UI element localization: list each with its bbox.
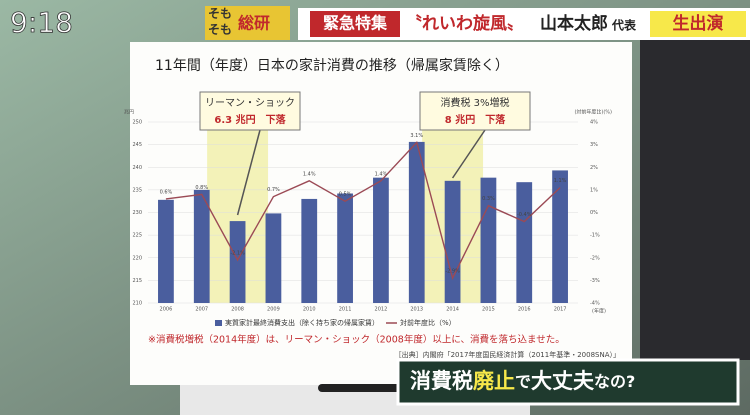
x-tick-label: 2014 bbox=[446, 307, 459, 313]
y2-tick-label: 4% bbox=[590, 120, 598, 126]
y-tick-label: 230 bbox=[132, 210, 142, 216]
y-unit: 兆円 bbox=[124, 109, 134, 116]
x-tick-label: 2017 bbox=[554, 307, 567, 313]
legend-label: 実質家計最終消費支出（除く持ち家の帰属家賃） bbox=[225, 318, 379, 327]
x-tick-label: 2016 bbox=[518, 307, 531, 313]
y-tick-label: 240 bbox=[132, 165, 142, 171]
y2-tick-label: -1% bbox=[590, 233, 600, 239]
x-tick-label: 2006 bbox=[160, 307, 173, 313]
caption-part: 消費税 bbox=[410, 369, 473, 393]
data-label: -2.9% bbox=[445, 269, 460, 275]
caption: 消費税廃止で大丈夫なの? bbox=[410, 369, 635, 393]
caption-part: 廃止 bbox=[473, 369, 515, 393]
data-label: 1.4% bbox=[375, 171, 388, 177]
x-tick-label: 2009 bbox=[267, 307, 280, 313]
x-tick-label: 2008 bbox=[231, 307, 244, 313]
bar bbox=[480, 177, 497, 303]
banner-name: 山本太郎 bbox=[540, 13, 608, 34]
source: ［出典］内閣府「2017年度国民経済計算（2011年基準・2008SNA）」 bbox=[395, 350, 620, 359]
bar bbox=[444, 180, 461, 303]
y2-tick-label: -4% bbox=[590, 301, 600, 307]
bar bbox=[516, 182, 533, 303]
y2-tick-label: 2% bbox=[590, 165, 598, 171]
note: ※消費税増税（2014年度）は、リーマン・ショック（2008年度）以上に、消費を… bbox=[148, 334, 565, 346]
x-unit: (年度) bbox=[592, 308, 606, 315]
annotation-arrow bbox=[451, 129, 486, 179]
data-label: 0.6% bbox=[160, 189, 173, 195]
y-tick-label: 245 bbox=[132, 142, 142, 148]
y-tick-label: 225 bbox=[132, 233, 142, 239]
caption-box bbox=[396, 358, 740, 406]
x-tick-label: 2013 bbox=[410, 307, 423, 313]
bar bbox=[229, 221, 246, 303]
x-tick-label: 2011 bbox=[339, 307, 352, 313]
pen bbox=[318, 384, 403, 392]
logo: そも bbox=[208, 23, 232, 37]
banner-live-box bbox=[650, 11, 746, 37]
clock: 9:18 bbox=[10, 6, 73, 39]
data-label: 3.1% bbox=[410, 133, 423, 139]
data-label: 0.3% bbox=[482, 196, 495, 202]
x-tick-label: 2007 bbox=[195, 307, 208, 313]
y-tick-label: 215 bbox=[132, 278, 142, 284]
bar bbox=[552, 170, 568, 303]
data-label: -2.1% bbox=[230, 251, 245, 257]
y2-tick-label: -3% bbox=[590, 278, 600, 284]
data-label: 1.4% bbox=[303, 171, 316, 177]
legend-swatch bbox=[215, 320, 222, 326]
annotation-arrow bbox=[236, 129, 261, 216]
logo: 総研 bbox=[238, 14, 270, 33]
bar bbox=[408, 141, 425, 303]
x-tick-label: 2012 bbox=[375, 307, 388, 313]
bar bbox=[301, 198, 318, 303]
data-label: 0.7% bbox=[267, 187, 280, 193]
data-label: 0.8% bbox=[195, 185, 208, 191]
data-label: 1.1% bbox=[554, 178, 567, 184]
banner-tag: 緊急特集 bbox=[323, 14, 388, 33]
data-label: 0.5% bbox=[339, 192, 352, 198]
banner-tag-box bbox=[310, 11, 400, 37]
y-tick-label: 220 bbox=[132, 255, 142, 261]
annotation-text: 消費税 3%増税 bbox=[440, 96, 509, 109]
y-tick-label: 210 bbox=[132, 301, 142, 307]
line bbox=[165, 140, 561, 281]
logo: そも bbox=[208, 7, 232, 21]
bar bbox=[158, 199, 174, 303]
person bbox=[640, 40, 750, 360]
annotation-box bbox=[419, 91, 531, 131]
y2-tick-label: -2% bbox=[590, 255, 600, 261]
caption-part: で bbox=[515, 372, 531, 391]
bar bbox=[193, 189, 210, 303]
banner-role: 代表 bbox=[611, 18, 637, 33]
bar bbox=[265, 213, 282, 303]
chart: 11年間（年度）日本の家計消費の推移（帰属家賃除く） 兆円 (対前年度比)(%) (年… bbox=[124, 57, 620, 359]
y2-unit: (対前年度比)(%) bbox=[574, 109, 612, 116]
legend-label: 対前年度比（%） bbox=[400, 318, 456, 327]
x-tick-label: 2010 bbox=[303, 307, 316, 313]
annotation-text: リーマン・ショック bbox=[205, 97, 295, 109]
y2-tick-label: 1% bbox=[590, 187, 598, 193]
banner-headline: 〝れいわ旋風〟 bbox=[405, 13, 524, 34]
caption-part: 大丈夫 bbox=[531, 369, 595, 393]
y2-tick-label: 3% bbox=[590, 142, 598, 148]
annotation-text: 6.3 兆円 下落 bbox=[214, 113, 286, 126]
x-tick-label: 2015 bbox=[482, 307, 495, 313]
bar bbox=[337, 193, 353, 303]
caption-part: なの? bbox=[594, 372, 635, 391]
logo-box bbox=[205, 6, 290, 40]
data-label: -0.4% bbox=[517, 212, 532, 218]
y-tick-label: 235 bbox=[132, 187, 142, 193]
bar bbox=[373, 177, 389, 303]
annotation-text: 8 兆円 下落 bbox=[445, 113, 506, 126]
y-tick-label: 250 bbox=[132, 120, 142, 126]
y2-tick-label: 0% bbox=[590, 210, 598, 216]
banner-live: 生出演 bbox=[673, 13, 724, 34]
annotation-box bbox=[199, 91, 301, 131]
chart-title: 11年間（年度）日本の家計消費の推移（帰属家賃除く） bbox=[155, 57, 509, 74]
